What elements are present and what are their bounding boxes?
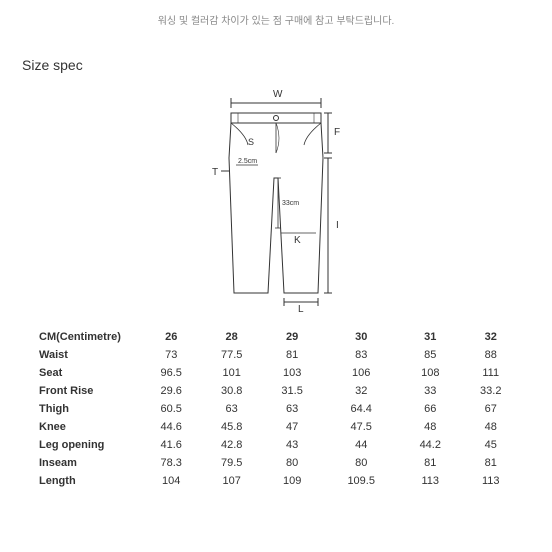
label-t: T [212,167,218,178]
row-value: 60.5 [141,400,201,418]
label-i: I [336,220,339,231]
row-label: Front Rise [31,382,141,400]
row-value: 44.2 [400,436,460,454]
row-value: 33 [400,382,460,400]
row-value: 30.8 [201,382,261,400]
row-value: 81 [262,346,322,364]
row-value: 113 [461,472,522,490]
row-value: 78.3 [141,454,201,472]
row-value: 47 [262,418,322,436]
row-value: 29.6 [141,382,201,400]
table-row: Thigh60.5636364.46667 [31,400,521,418]
label-25cm: 2.5cm [238,158,257,165]
row-label: Inseam [31,454,141,472]
row-value: 85 [400,346,460,364]
table-row: Leg opening41.642.8434444.245 [31,436,521,454]
row-value: 81 [461,454,522,472]
row-value: 77.5 [201,346,261,364]
row-value: 33.2 [461,382,522,400]
row-value: 44 [322,436,400,454]
row-value: 67 [461,400,522,418]
row-value: 113 [400,472,460,490]
row-value: 47.5 [322,418,400,436]
row-value: 81 [400,454,460,472]
row-label: Waist [31,346,141,364]
row-value: 45 [461,436,522,454]
row-value: 48 [400,418,460,436]
row-value: 48 [461,418,522,436]
table-header-size: 32 [461,328,522,346]
table-header-size: 29 [262,328,322,346]
row-value: 101 [201,364,261,382]
table-row: Length104107109109.5113113 [31,472,521,490]
row-value: 42.8 [201,436,261,454]
label-w: W [273,89,283,100]
row-value: 103 [262,364,322,382]
row-value: 111 [461,364,522,382]
row-value: 96.5 [141,364,201,382]
row-label: Seat [31,364,141,382]
table-row: Seat96.5101103106108111 [31,364,521,382]
label-f: F [334,127,340,138]
row-label: Thigh [31,400,141,418]
row-label: Leg opening [31,436,141,454]
table-header-label: CM(Centimetre) [31,328,141,346]
row-value: 45.8 [201,418,261,436]
row-value: 66 [400,400,460,418]
row-value: 104 [141,472,201,490]
table-header-size: 26 [141,328,201,346]
label-l: L [298,304,304,313]
table-row: Knee44.645.84747.54848 [31,418,521,436]
label-k: K [294,235,301,246]
row-value: 31.5 [262,382,322,400]
row-value: 64.4 [322,400,400,418]
pants-diagram-container: W S F 2.5cm T 33cm K [0,83,552,313]
row-value: 63 [262,400,322,418]
row-value: 79.5 [201,454,261,472]
row-value: 106 [322,364,400,382]
row-value: 108 [400,364,460,382]
notice-text: 워싱 및 컬러감 차이가 있는 점 구매에 참고 부탁드립니다. [0,0,552,27]
table-body: Waist7377.581838588Seat96.51011031061081… [31,346,521,490]
table-row: Front Rise29.630.831.5323333.2 [31,382,521,400]
row-value: 80 [262,454,322,472]
row-value: 32 [322,382,400,400]
section-title: Size spec [22,57,552,73]
row-value: 109 [262,472,322,490]
row-value: 63 [201,400,261,418]
label-33cm: 33cm [282,200,299,207]
table-row: Waist7377.581838588 [31,346,521,364]
row-label: Length [31,472,141,490]
row-value: 73 [141,346,201,364]
row-value: 41.6 [141,436,201,454]
table-header-size: 31 [400,328,460,346]
table-header-size: 28 [201,328,261,346]
row-value: 43 [262,436,322,454]
row-value: 88 [461,346,522,364]
row-value: 109.5 [322,472,400,490]
row-value: 80 [322,454,400,472]
pants-diagram: W S F 2.5cm T 33cm K [186,83,366,313]
label-s: S [248,137,254,147]
size-table: CM(Centimetre)262829303132 Waist7377.581… [31,328,521,490]
table-header-row: CM(Centimetre)262829303132 [31,328,521,346]
table-row: Inseam78.379.580808181 [31,454,521,472]
row-value: 44.6 [141,418,201,436]
row-value: 83 [322,346,400,364]
row-label: Knee [31,418,141,436]
row-value: 107 [201,472,261,490]
table-header-size: 30 [322,328,400,346]
